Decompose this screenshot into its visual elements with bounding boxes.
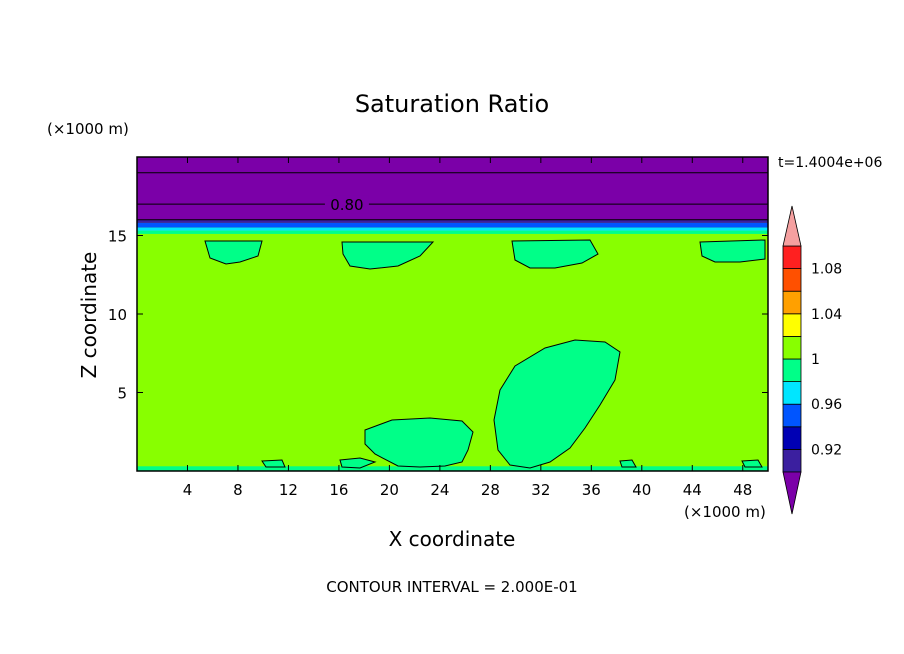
colorbar-tick-label: 0.92: [811, 442, 842, 458]
tropopause-band: [137, 227, 768, 231]
colorbar-box: [782, 290, 802, 315]
surface-patch: [619, 459, 637, 468]
footer-contour-interval: CONTOUR INTERVAL = 2.000E-01: [326, 578, 577, 596]
x-unit-label: (×1000 m): [684, 503, 766, 521]
tropopause-bands: [137, 219, 768, 234]
y-tick-label: 5: [117, 385, 127, 403]
surface-patch: [339, 457, 377, 469]
upper-contour-lines: [137, 172, 768, 221]
x-tick-label: 24: [430, 481, 449, 499]
x-tick-label: 44: [683, 481, 702, 499]
colorbar-tick-label: 0.96: [811, 397, 842, 413]
colorbar-tick-label: 1.08: [811, 262, 842, 278]
tropopause-band: [137, 222, 768, 228]
x-tick-label: 28: [481, 481, 500, 499]
x-tick-label: 12: [279, 481, 298, 499]
tropopause-band: [137, 230, 768, 234]
x-axis-ticks: 4 8 12 16 20 24 28 32 36 40 44 48: [183, 157, 752, 499]
cloud-patch-large: [493, 339, 621, 469]
surface-moist-strip: [137, 466, 768, 471]
x-tick-label: 32: [531, 481, 550, 499]
x-tick-label: 48: [733, 481, 752, 499]
moist-patches: [204, 239, 766, 469]
time-label: t=1.4004e+06: [778, 155, 882, 171]
surface-patch: [261, 459, 286, 468]
surface-patch: [741, 459, 763, 468]
colorbar-box: [782, 245, 802, 270]
y-axis-ticks: 5 10 15: [108, 228, 768, 403]
contour-label: 0.80: [330, 196, 363, 214]
contour-label-bg: [324, 195, 369, 214]
cloud-patch-anvil-4: [699, 239, 766, 263]
colorbar-tick-label: 1.04: [811, 307, 842, 323]
colorbar-tick-label: 1: [811, 352, 820, 368]
x-tick-label: 16: [329, 481, 348, 499]
colorbar-min-arrow: [782, 471, 802, 515]
y-tick-label: 10: [108, 306, 127, 324]
y-axis-label: Z coordinate: [77, 252, 101, 379]
cloud-patch-anvil-2: [341, 241, 435, 270]
cloud-patch-anvil-3: [511, 239, 599, 269]
colorbar: 0.92 0.96 1 1.04 1.08: [782, 205, 842, 515]
cloud-patch-anvil-1: [204, 240, 263, 265]
colorbar-box: [782, 313, 802, 337]
contour-labels: 0.80: [324, 195, 369, 214]
colorbar-box: [782, 335, 802, 360]
colorbar-box: [782, 268, 802, 292]
colorbar-box: [782, 358, 802, 383]
colorbar-box: [782, 448, 802, 473]
colorbar-box: [782, 381, 802, 405]
x-tick-label: 4: [183, 481, 193, 499]
cloud-patch-lower-left: [364, 417, 474, 468]
x-tick-label: 20: [380, 481, 399, 499]
x-tick-label: 36: [582, 481, 601, 499]
x-tick-label: 40: [632, 481, 651, 499]
chart-title: Saturation Ratio: [355, 90, 549, 118]
x-axis-label: X coordinate: [389, 527, 516, 551]
colorbar-box: [782, 403, 802, 428]
x-tick-label: 8: [233, 481, 243, 499]
colorbar-max-arrow: [782, 205, 802, 247]
y-unit-label: (×1000 m): [47, 120, 129, 138]
colorbar-box: [782, 426, 802, 450]
plot-area: 0.80: [136, 156, 769, 472]
upper-dry-layer: [137, 157, 768, 220]
tropopause-band: [137, 219, 768, 223]
y-tick-label: 15: [108, 228, 127, 246]
